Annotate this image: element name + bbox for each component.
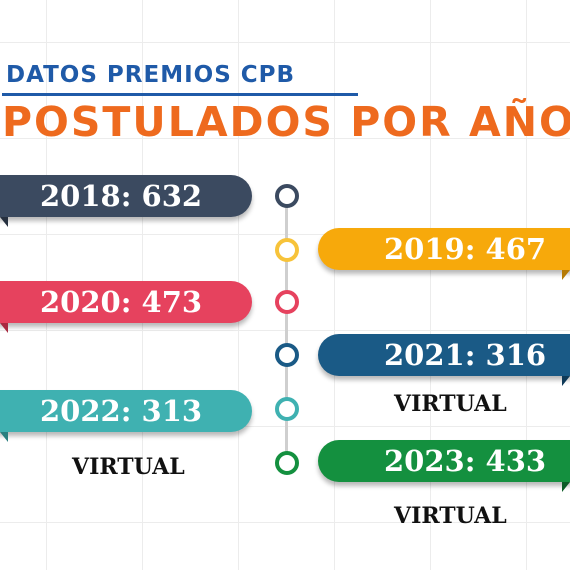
subtitle-underline [2,93,358,96]
ribbon-fold [562,376,570,386]
timeline-node-2023 [275,451,299,475]
year-pill-2020: 2020: 473 [0,281,252,323]
ribbon-fold [562,270,570,280]
year-pill-label: 2020: 473 [40,285,203,319]
year-pill-label: 2023: 433 [384,444,547,478]
year-pill-2018: 2018: 632 [0,175,252,217]
year-pill-2022: 2022: 313 [0,390,252,432]
year-pill-label: 2022: 313 [40,394,203,428]
year-pill-2023: 2023: 433 [318,440,570,482]
timeline-line [285,196,288,462]
year-pill-2019: 2019: 467 [318,228,570,270]
timeline-node-2019 [275,238,299,262]
subtitle: DATOS PREMIOS CPB [6,62,296,88]
year-pill-label: 2021: 316 [384,338,547,372]
virtual-note-2021: VIRTUAL [394,391,507,417]
timeline-node-2018 [275,184,299,208]
ribbon-fold [562,482,570,492]
ribbon-fold [0,323,8,333]
virtual-note-2023: VIRTUAL [394,503,507,529]
virtual-note-2022: VIRTUAL [72,454,185,480]
ribbon-fold [0,432,8,442]
timeline-node-2020 [275,290,299,314]
year-pill-2021: 2021: 316 [318,334,570,376]
timeline-node-2022 [275,397,299,421]
year-pill-label: 2019: 467 [384,232,547,266]
timeline-node-2021 [275,343,299,367]
page-title: POSTULADOS POR AÑO [2,98,570,146]
ribbon-fold [0,217,8,227]
year-pill-label: 2018: 632 [40,179,203,213]
